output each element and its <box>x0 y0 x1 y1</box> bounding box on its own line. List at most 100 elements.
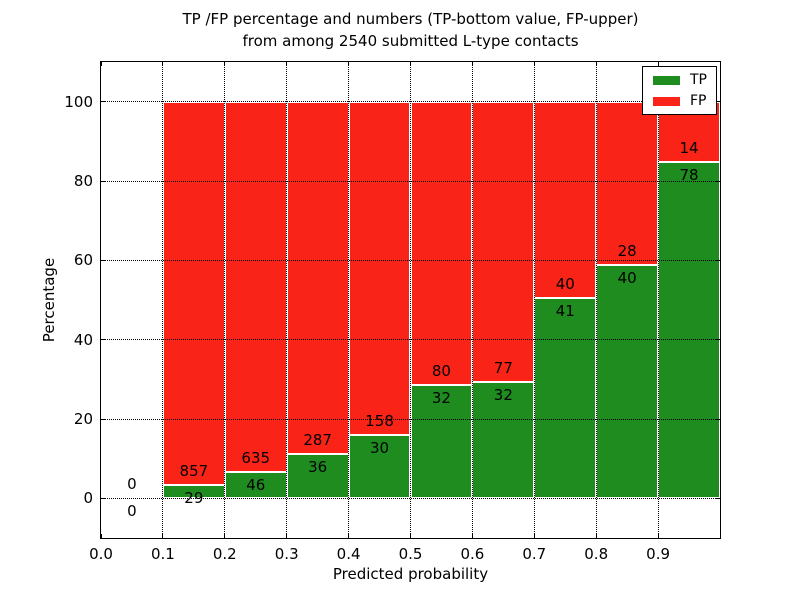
bar-fp-segment <box>162 101 225 486</box>
x-tick-label: 0.2 <box>212 545 237 563</box>
x-tick-label: 0.7 <box>522 545 547 563</box>
bar-fp-count-label: 77 <box>493 358 513 377</box>
x-axis-tick <box>224 534 226 538</box>
y-tick-label: 40 <box>73 330 93 349</box>
gridline-vertical <box>533 62 535 538</box>
bar-fp-segment <box>596 101 659 265</box>
x-axis-tick <box>410 534 411 538</box>
x-tick-label: 0.9 <box>646 545 671 563</box>
x-axis-tick <box>657 534 659 538</box>
y-axis-tick <box>101 418 105 420</box>
x-axis-tick <box>471 62 473 66</box>
x-tick-label: 0.4 <box>336 545 361 563</box>
bar-fp-count-label: 80 <box>431 362 451 381</box>
y-axis-tick <box>101 259 105 261</box>
gridline-vertical <box>657 62 659 538</box>
bar-tp-segment <box>286 454 349 499</box>
x-axis-tick <box>100 534 102 538</box>
bar-fp-segment <box>348 101 411 436</box>
bar-tp-count-label: 41 <box>555 301 575 320</box>
x-axis-tick <box>533 534 535 538</box>
x-axis-tick <box>533 62 535 66</box>
bar-fp-count-label: 40 <box>555 274 575 293</box>
bar-fp-count-label: 0 <box>127 475 137 494</box>
bar-fp-count-label: 14 <box>679 139 699 158</box>
y-axis-tick <box>101 101 105 103</box>
legend-item-fp: FP <box>653 94 707 108</box>
x-axis-tick <box>162 534 164 538</box>
bar-tp-segment <box>596 265 659 499</box>
chart-title-line-2: from among 2540 submitted L-type contact… <box>242 32 579 50</box>
x-tick-label: 0.1 <box>150 545 175 563</box>
bar-tp-segment <box>534 297 597 499</box>
x-tick-label: 0.6 <box>460 545 485 563</box>
x-axis-tick <box>595 62 597 66</box>
legend-swatch-fp-icon <box>653 96 680 106</box>
x-axis-tick <box>224 62 226 66</box>
x-axis-tick <box>657 62 659 66</box>
y-axis-tick <box>716 101 720 103</box>
y-tick-label: 100 <box>64 92 93 111</box>
bar-fp-count-label: 28 <box>617 242 637 261</box>
x-axis-tick <box>286 62 288 66</box>
gridline-vertical <box>410 62 411 538</box>
gridline-vertical <box>286 62 288 538</box>
y-axis-tick <box>101 180 105 182</box>
bar-tp-count-label: 40 <box>617 269 637 288</box>
bar-tp-count-label: 78 <box>679 166 699 185</box>
bar-fp-segment <box>534 101 597 298</box>
legend-label-tp: TP <box>690 72 707 88</box>
gridline-horizontal <box>101 339 720 341</box>
legend-swatch-tp-icon <box>653 75 680 85</box>
gridline-horizontal <box>101 180 720 182</box>
bar-tp-segment <box>658 162 720 499</box>
legend-label-fp: FP <box>690 93 707 109</box>
bar-tp-segment <box>348 435 411 499</box>
bar-tp-segment <box>224 471 287 499</box>
x-axis-tick <box>162 62 164 66</box>
y-axis-tick <box>716 497 720 499</box>
bar-tp-count-label: 29 <box>184 489 204 508</box>
bar-fp-count-label: 635 <box>241 448 271 467</box>
y-axis-tick <box>101 339 105 341</box>
x-axis-tick <box>348 534 350 538</box>
y-tick-label: 60 <box>73 251 93 270</box>
bar-fp-segment <box>224 101 287 472</box>
bar-tp-count-label: 46 <box>246 475 266 494</box>
x-tick-label: 0.8 <box>584 545 609 563</box>
x-tick-label: 0.3 <box>274 545 299 563</box>
bar-tp-count-label: 30 <box>370 439 390 458</box>
gridline-horizontal <box>101 259 720 261</box>
x-axis-tick <box>286 534 288 538</box>
bar-fp-segment <box>286 101 349 455</box>
chart-title: TP /FP percentage and numbers (TP-bottom… <box>100 8 721 52</box>
bar-fp-count-label: 287 <box>303 431 332 450</box>
x-axis-tick <box>100 62 102 66</box>
x-axis-tick <box>595 534 597 538</box>
gridline-vertical <box>595 62 597 538</box>
gridline-horizontal <box>101 497 720 499</box>
plot-area: TP FP 0 0 857 29 635 46 287 36 158 30 80 32 77 32 40 41… <box>100 61 721 539</box>
bar-tp-count-label: 32 <box>431 389 451 408</box>
gridline-horizontal <box>101 418 720 420</box>
y-axis-tick <box>716 180 720 182</box>
bar-tp-count-label: 36 <box>308 458 328 477</box>
bar-fp-count-label: 857 <box>179 462 209 481</box>
x-axis-label: Predicted probability <box>332 565 489 583</box>
chart-title-line-1: TP /FP percentage and numbers (TP-bottom… <box>182 10 639 28</box>
bar-fp-segment <box>410 101 473 385</box>
gridline-vertical <box>348 62 350 538</box>
x-tick-label: 0.5 <box>398 545 423 563</box>
y-tick-label: 80 <box>73 172 93 190</box>
gridline-vertical <box>471 62 473 538</box>
x-tick-label: 0.0 <box>89 545 113 563</box>
gridline-vertical <box>224 62 226 538</box>
y-axis-tick <box>101 497 105 499</box>
gridline-horizontal <box>101 101 720 103</box>
x-axis-tick <box>348 62 350 66</box>
x-axis-tick <box>471 534 473 538</box>
bar-tp-count-label: 0 <box>127 502 137 521</box>
y-tick-label: 0 <box>83 489 93 508</box>
x-axis-tick <box>410 62 411 66</box>
